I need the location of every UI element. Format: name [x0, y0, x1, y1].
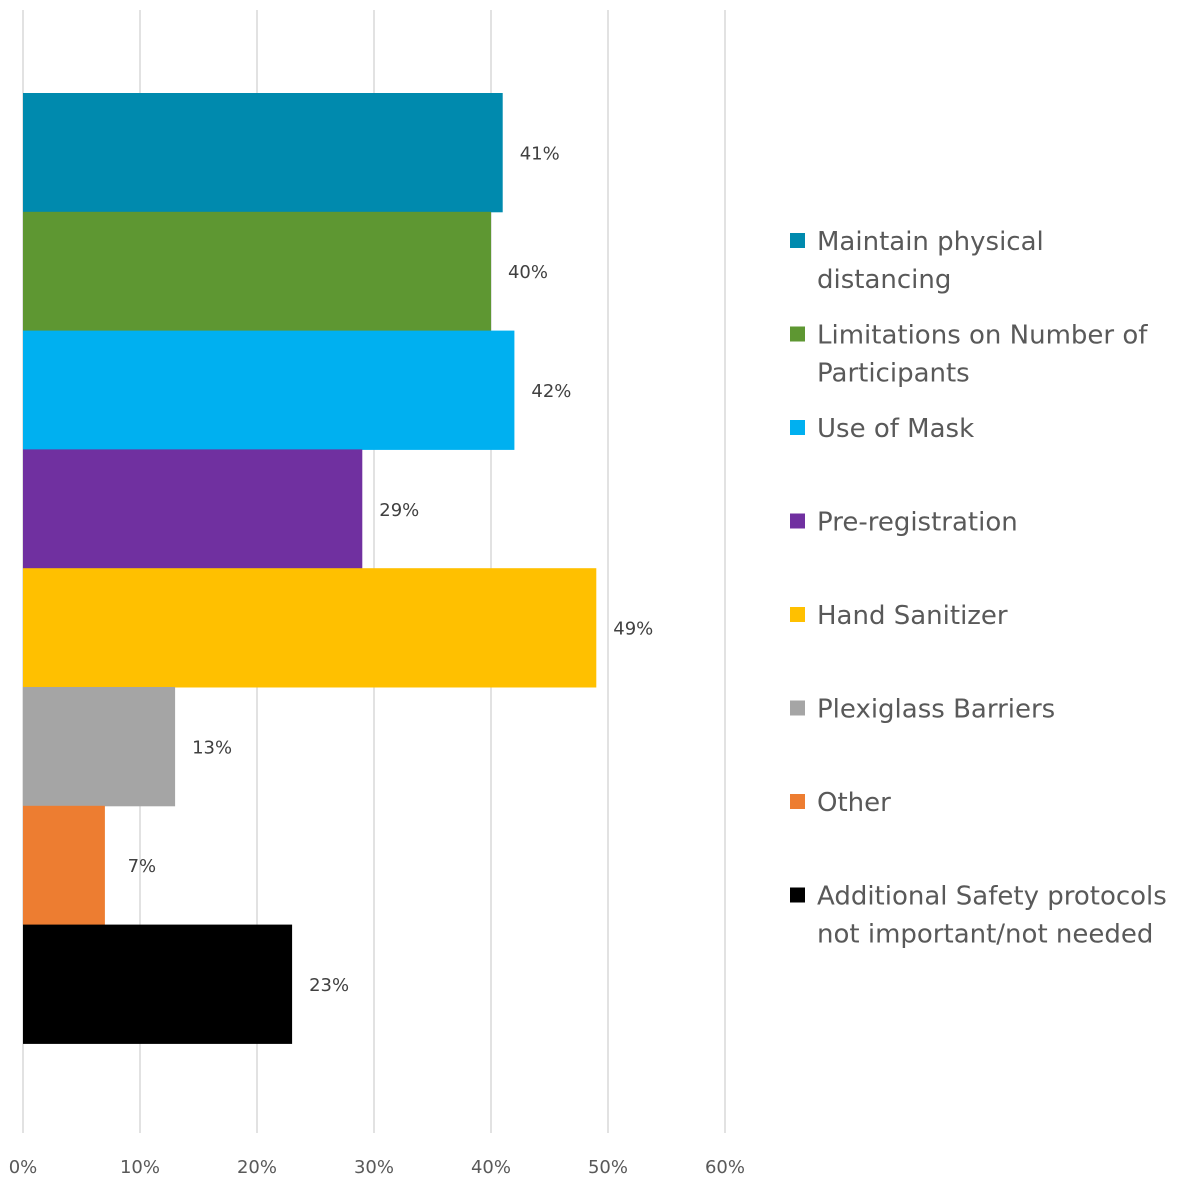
bar	[23, 924, 293, 1044]
x-tick-label: 30%	[354, 1157, 394, 1177]
legend-marker	[790, 887, 805, 903]
data-label: 7%	[128, 856, 157, 877]
legend-item: Use of Mask	[790, 414, 974, 444]
data-label: 40%	[508, 262, 548, 283]
bar	[23, 449, 363, 569]
x-axis-ticks: 0% 10% 20% 30% 40% 50% 60%	[9, 1157, 745, 1177]
legend-marker	[790, 700, 805, 716]
data-label: 29%	[379, 500, 419, 521]
x-tick-label: 50%	[588, 1157, 628, 1177]
legend-label: Participants	[817, 359, 970, 389]
legend-label: Additional Safety protocols	[817, 882, 1167, 912]
legend-item: Hand Sanitizer	[790, 601, 1008, 631]
x-tick-label: 0%	[9, 1157, 38, 1177]
x-tick-label: 20%	[237, 1157, 277, 1177]
data-label: 49%	[613, 619, 653, 640]
data-label: 42%	[531, 381, 571, 402]
legend-marker	[790, 794, 805, 809]
bar	[23, 568, 597, 688]
legend-label: Use of Mask	[817, 414, 974, 444]
legend-marker	[790, 326, 805, 342]
x-tick-label: 60%	[705, 1157, 745, 1177]
x-tick-label: 10%	[120, 1157, 160, 1177]
legend-label: not important/not needed	[817, 920, 1153, 950]
legend-label: Pre-registration	[817, 508, 1018, 538]
bar	[23, 330, 515, 450]
bars	[23, 93, 597, 1044]
data-label: 23%	[309, 975, 349, 996]
legend-marker	[790, 513, 805, 529]
legend-label: Plexiglass Barriers	[817, 695, 1055, 725]
legend: Maintain physical distancing Limitations o…	[790, 227, 1167, 950]
legend-item: Other	[790, 788, 891, 818]
bar	[23, 687, 176, 807]
bar	[23, 93, 503, 213]
legend-marker	[790, 233, 805, 248]
legend-marker	[790, 420, 805, 435]
legend-label: distancing	[817, 265, 951, 295]
data-label: 41%	[520, 143, 560, 164]
legend-item: Plexiglass Barriers	[790, 695, 1055, 725]
legend-item: Limitations on Number of Participants	[790, 321, 1148, 389]
legend-label: Hand Sanitizer	[817, 601, 1008, 631]
legend-label: Maintain physical	[817, 227, 1044, 257]
bar	[23, 211, 491, 332]
bar	[23, 805, 105, 926]
legend-label: Other	[817, 788, 891, 818]
data-labels: 41% 40% 42% 29% 49% 13% 7% 23%	[128, 143, 654, 996]
legend-item: Pre-registration	[790, 508, 1018, 538]
x-tick-label: 40%	[471, 1157, 511, 1177]
data-label: 13%	[192, 737, 232, 758]
legend-marker	[790, 607, 805, 622]
legend-item: Additional Safety protocols not important…	[790, 882, 1167, 950]
legend-item: Maintain physical distancing	[790, 227, 1044, 295]
legend-label: Limitations on Number of	[817, 321, 1148, 351]
